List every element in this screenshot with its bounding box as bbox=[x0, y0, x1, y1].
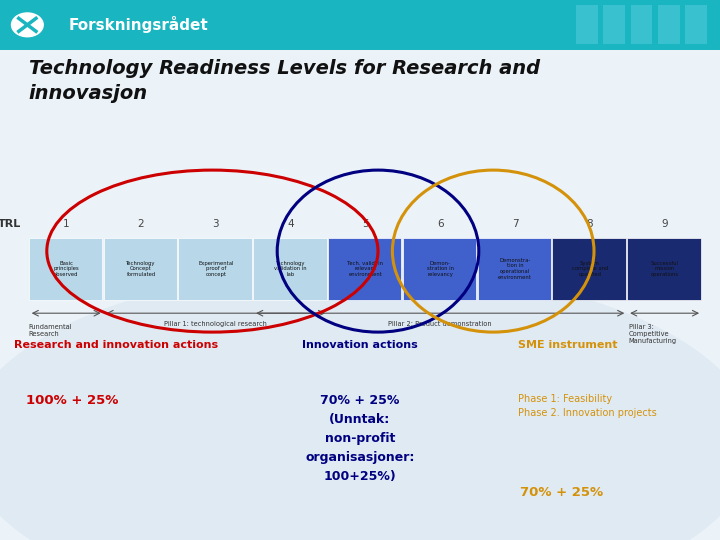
Text: 2: 2 bbox=[138, 219, 144, 229]
Bar bbox=[631, 5, 652, 44]
Text: Demon-
stration in
relevancy: Demon- stration in relevancy bbox=[427, 260, 454, 276]
Text: Successful
mission
operations: Successful mission operations bbox=[651, 260, 679, 276]
Text: 70% + 25%: 70% + 25% bbox=[520, 486, 603, 499]
Text: 9: 9 bbox=[661, 219, 668, 229]
Bar bbox=[477, 238, 551, 300]
Ellipse shape bbox=[0, 267, 720, 540]
Text: Technology
validation in
lab: Technology validation in lab bbox=[274, 260, 307, 276]
Text: 5: 5 bbox=[362, 219, 369, 229]
Text: 6: 6 bbox=[437, 219, 444, 229]
Text: Pillar 1: technological research: Pillar 1: technological research bbox=[164, 321, 267, 327]
Bar bbox=[576, 5, 598, 44]
Text: Forskningsrådet: Forskningsrådet bbox=[68, 16, 208, 33]
Text: Pillar 2: Product demonstration: Pillar 2: Product demonstration bbox=[388, 321, 492, 327]
Text: Technology
Concept
formulated: Technology Concept formulated bbox=[126, 260, 156, 276]
Text: Experimental
proof of
concept: Experimental proof of concept bbox=[198, 260, 233, 276]
Bar bbox=[685, 5, 707, 44]
Bar bbox=[104, 238, 177, 300]
Bar bbox=[253, 238, 327, 300]
Bar bbox=[552, 238, 626, 300]
Text: System
complete and
qualified: System complete and qualified bbox=[572, 260, 608, 276]
Text: Technology Readiness Levels for Research and: Technology Readiness Levels for Research… bbox=[29, 59, 540, 78]
Bar bbox=[402, 238, 476, 300]
Bar bbox=[328, 238, 401, 300]
Text: Phase 1: Feasibility
Phase 2. Innovation projects: Phase 1: Feasibility Phase 2. Innovation… bbox=[518, 394, 657, 418]
Text: Innovation actions: Innovation actions bbox=[302, 340, 418, 350]
Bar bbox=[627, 238, 701, 300]
Bar bbox=[0, 0, 720, 50]
Text: Tech. valid. in
relevant
environment: Tech. valid. in relevant environment bbox=[347, 260, 383, 276]
Text: Pillar 3:
Competitive
Manufacturing: Pillar 3: Competitive Manufacturing bbox=[629, 324, 677, 344]
Text: 100% + 25%: 100% + 25% bbox=[26, 394, 118, 407]
Text: Fundamental
Research: Fundamental Research bbox=[29, 324, 73, 337]
Text: Research and innovation actions: Research and innovation actions bbox=[14, 340, 219, 350]
Text: 8: 8 bbox=[587, 219, 593, 229]
Text: 7: 7 bbox=[512, 219, 518, 229]
Bar bbox=[179, 238, 252, 300]
Bar bbox=[603, 5, 625, 44]
Text: innovasjon: innovasjon bbox=[29, 84, 148, 103]
Circle shape bbox=[12, 13, 43, 37]
Text: SME instrument: SME instrument bbox=[518, 340, 618, 350]
Text: Demonstra-
tion in
operational
environment: Demonstra- tion in operational environme… bbox=[498, 258, 532, 280]
Bar bbox=[658, 5, 680, 44]
Bar bbox=[29, 238, 102, 300]
Text: 70% + 25%
(Unntak:
non-profit
organisasjoner:
100+25%): 70% + 25% (Unntak: non-profit organisasj… bbox=[305, 394, 415, 483]
Text: 3: 3 bbox=[212, 219, 219, 229]
Text: Basic
principles
observed: Basic principles observed bbox=[53, 260, 79, 276]
Text: 4: 4 bbox=[287, 219, 294, 229]
Text: TRL: TRL bbox=[0, 219, 22, 229]
Text: 1: 1 bbox=[63, 219, 70, 229]
